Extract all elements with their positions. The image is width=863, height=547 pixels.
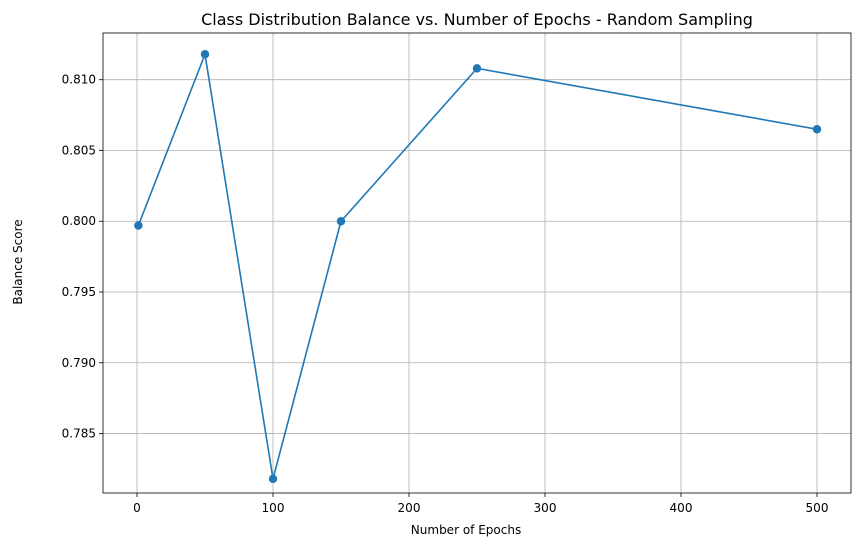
y-tick-label: 0.800	[62, 214, 96, 228]
y-tick-label: 0.795	[62, 285, 96, 299]
chart-title: Class Distribution Balance vs. Number of…	[201, 10, 753, 29]
data-point	[200, 50, 210, 59]
y-axis-label: Balance Score	[11, 219, 25, 304]
y-tick-label: 0.805	[62, 143, 96, 157]
x-tick-label: 0	[133, 501, 141, 515]
data-point	[336, 217, 346, 226]
plot-frame	[102, 32, 852, 494]
y-tick-label: 0.785	[62, 427, 96, 441]
series-layer	[134, 50, 822, 484]
y-tick-label: 0.810	[62, 73, 96, 87]
data-point	[812, 125, 822, 134]
x-tick-label: 400	[670, 501, 693, 515]
x-tick-label: 100	[262, 501, 285, 515]
x-tick-label: 500	[806, 501, 829, 515]
y-tick-label: 0.790	[62, 356, 96, 370]
grid	[103, 33, 851, 493]
x-axis-ticks: 0 100 200 300 400 500	[133, 493, 828, 515]
data-point	[268, 474, 278, 484]
data-point	[472, 64, 482, 73]
data-point	[134, 221, 143, 230]
x-axis-label: Number of Epochs	[411, 523, 521, 537]
x-tick-label: 300	[534, 501, 557, 515]
x-tick-label: 200	[398, 501, 421, 515]
series-line	[137, 53, 818, 480]
y-axis-ticks: 0.785 0.790 0.795 0.800 0.805 0.810	[62, 73, 103, 441]
